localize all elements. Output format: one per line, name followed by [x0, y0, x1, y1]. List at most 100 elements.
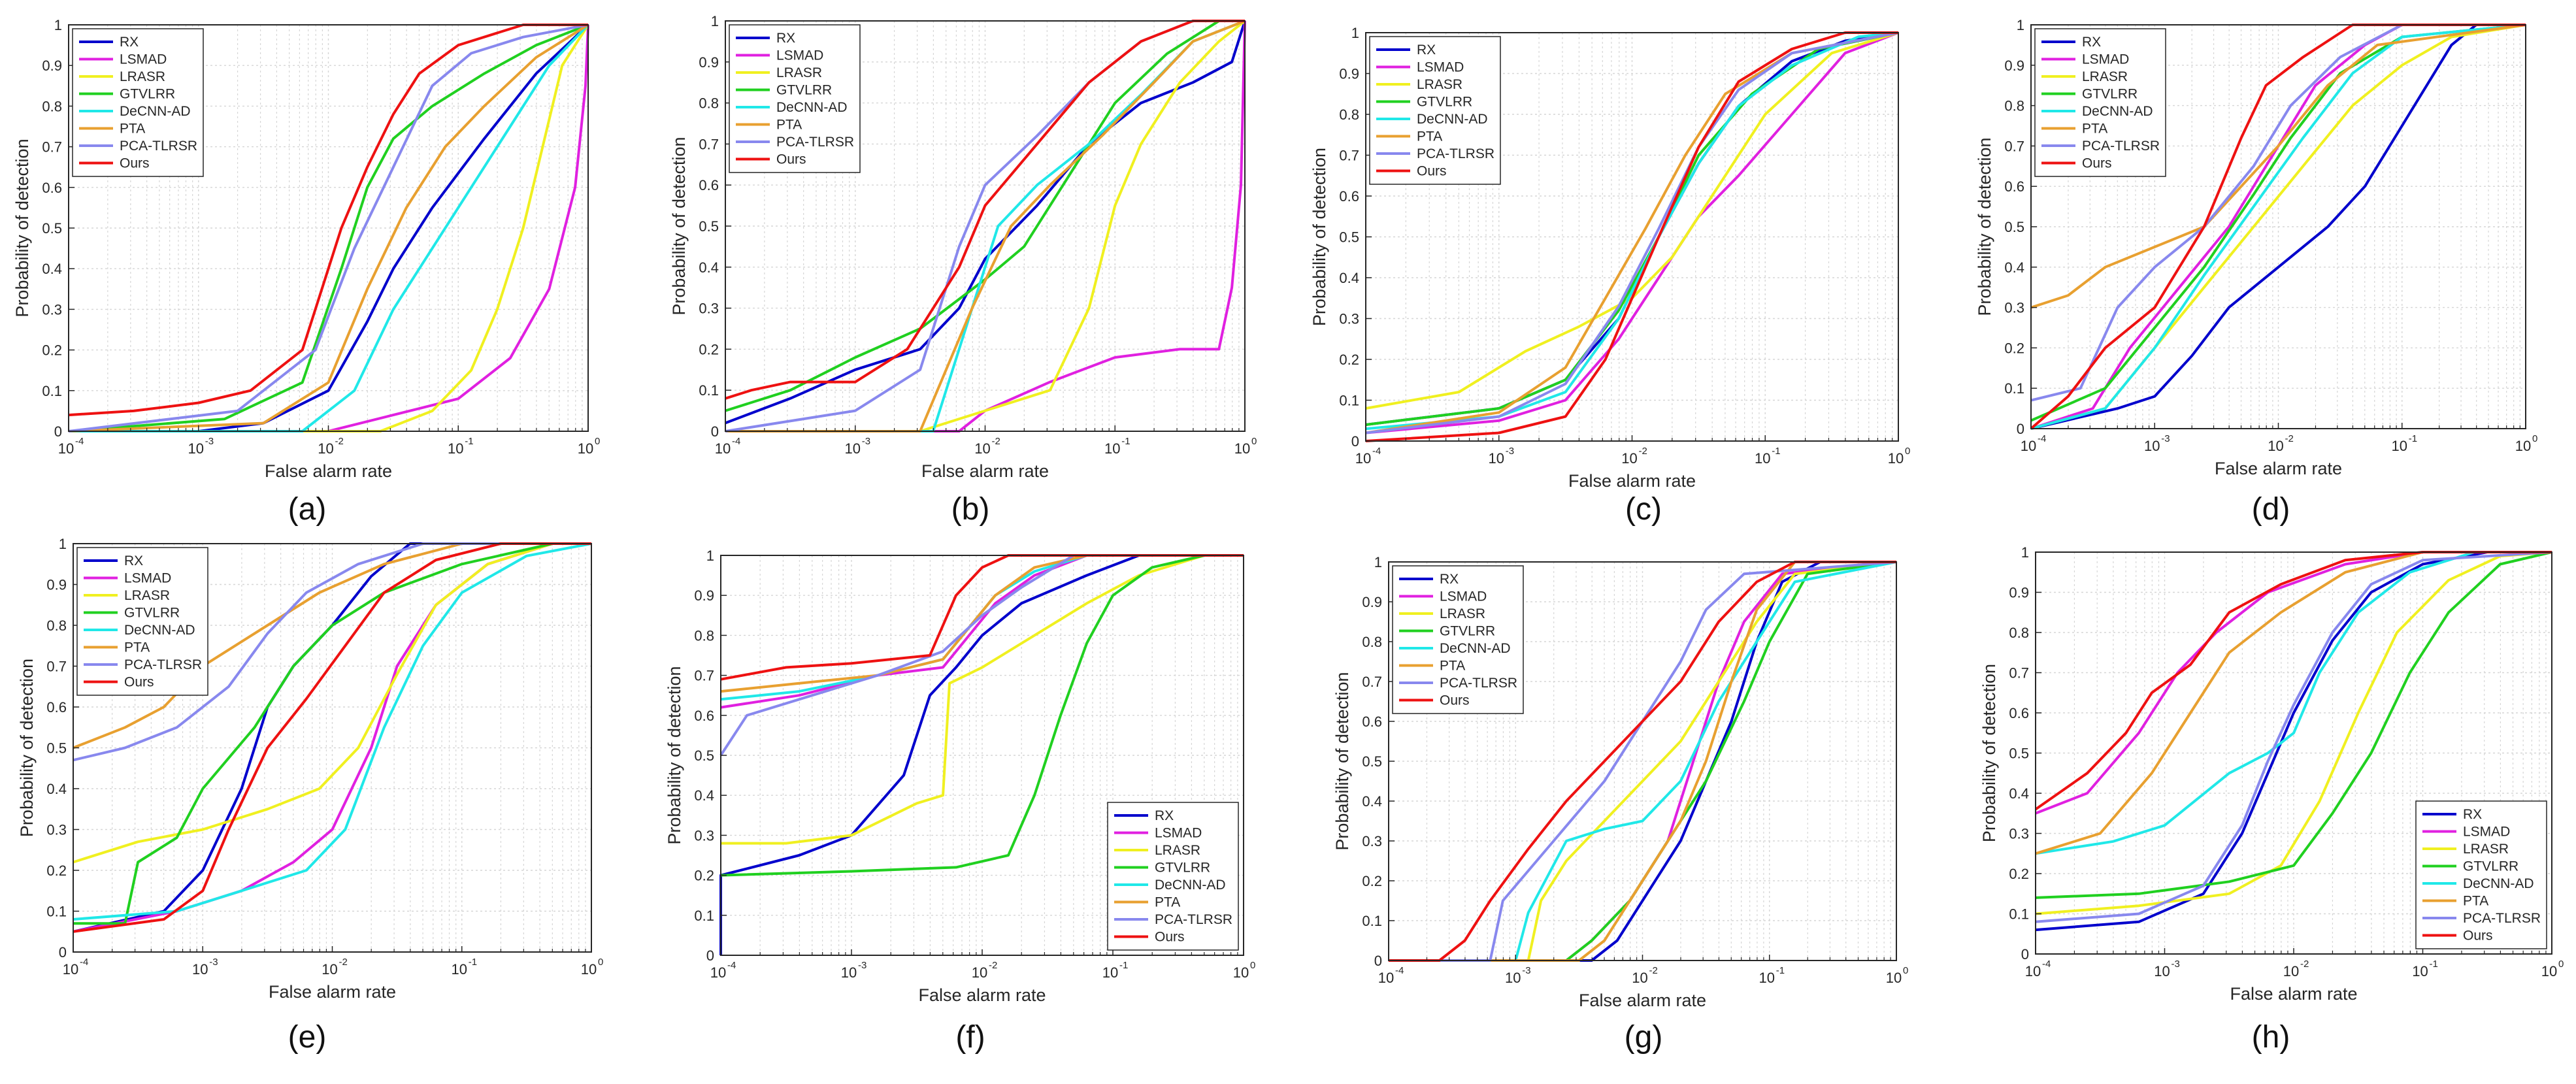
y-tick-label: 0.3	[1362, 833, 1382, 849]
legend-label-decnn-ad: DeCNN-AD	[1155, 878, 1226, 893]
y-tick-label: 0.6	[699, 177, 719, 193]
series-line-ours	[73, 542, 591, 933]
y-tick-label: 0.6	[694, 708, 714, 724]
x-tick-exponent: -2	[1649, 965, 1658, 976]
x-tick-exponent: 0	[1250, 960, 1255, 971]
y-tick-label: 0.2	[2009, 866, 2029, 882]
y-tick-label: 0.8	[2004, 98, 2024, 114]
series-line-pta	[1389, 561, 1896, 962]
series-line-pta	[2030, 24, 2526, 309]
legend-label-decnn-ad: DeCNN-AD	[2463, 876, 2534, 891]
legend-box	[729, 24, 861, 173]
series-line-gtvlrr	[725, 20, 1245, 412]
y-tick-label: 0.7	[694, 668, 714, 684]
x-tick-exponent: -4	[2042, 959, 2051, 970]
series-line-rx	[2030, 24, 2526, 430]
y-tick-label: 1	[2021, 544, 2029, 561]
legend-box	[1369, 36, 1501, 185]
series-line-pca-tlrsr	[2035, 551, 2552, 923]
legend-label-lsmad: LSMAD	[1417, 60, 1464, 75]
series-line-lrasr	[73, 542, 591, 864]
series-line-lsmad	[2035, 551, 2552, 815]
x-tick-exponent: 0	[598, 957, 603, 968]
x-tick-label: 10	[2144, 438, 2160, 454]
x-tick-label: 10	[715, 440, 731, 457]
x-tick-exponent: -1	[2409, 433, 2417, 444]
x-tick-label: 10	[1233, 964, 1249, 981]
series-line-ours	[1389, 561, 1896, 962]
y-tick-label: 0.2	[42, 342, 62, 359]
x-tick-label: 10	[2283, 963, 2299, 979]
legend-label-pta: PTA	[1417, 129, 1442, 144]
x-tick-label: 10	[1755, 450, 1770, 467]
x-tick-exponent: 0	[595, 436, 600, 447]
y-tick-label: 0.2	[46, 862, 67, 879]
legend-label-gtvlrr: GTVLRR	[120, 87, 175, 102]
series-line-pta	[73, 542, 591, 749]
y-tick-label: 0.2	[2004, 340, 2024, 356]
legend: RX LSMAD LRASR GTVLRR DeCNN-AD PTA PCA-TLRSR Ou…	[1369, 36, 1501, 185]
panel-caption: (h)	[2252, 1020, 2290, 1055]
y-tick-label: 0.1	[699, 382, 719, 399]
legend-label-pca-tlrsr: PCA-TLRSR	[124, 657, 202, 672]
series-line-lrasr	[721, 554, 1244, 845]
legend-label-pta: PTA	[2082, 122, 2107, 137]
series-line-rx	[725, 20, 1246, 425]
legend-label-lsmad: LSMAD	[776, 48, 823, 63]
x-tick-label: 10	[58, 440, 74, 457]
y-tick-label: 1	[54, 17, 62, 33]
legend-label-gtvlrr: GTVLRR	[2082, 87, 2138, 102]
legend-label-gtvlrr: GTVLRR	[1417, 95, 1472, 110]
x-tick-label: 10	[2541, 963, 2557, 979]
x-tick-label: 10	[2021, 438, 2036, 454]
series-line-gtvlrr	[2030, 24, 2526, 422]
series-line-rx	[719, 554, 1244, 955]
y-tick-label: 0.2	[694, 868, 714, 884]
legend-label-rx: RX	[1440, 572, 1459, 587]
series-line-gtvlrr	[720, 554, 1244, 877]
legend-label-gtvlrr: GTVLRR	[1440, 624, 1495, 639]
x-tick-exponent: 0	[1251, 436, 1257, 447]
x-tick-exponent: -3	[862, 436, 870, 447]
legend-label-decnn-ad: DeCNN-AD	[1417, 112, 1488, 127]
legend: RX LSMAD LRASR GTVLRR DeCNN-AD PTA PCA-TLRSR Ou…	[76, 547, 208, 696]
legend: RX LSMAD LRASR GTVLRR DeCNN-AD PTA PCA-TLRSR Ou…	[2034, 28, 2166, 177]
y-tick-label: 0.9	[46, 577, 67, 593]
series-line-ours	[2034, 551, 2552, 811]
legend: RX LSMAD LRASR GTVLRR DeCNN-AD PTA PCA-TLRSR Ou…	[1392, 565, 1524, 714]
x-tick-exponent: -3	[2161, 433, 2170, 444]
y-tick-label: 0.8	[46, 617, 67, 634]
x-tick-label: 10	[63, 961, 78, 977]
panel-caption: (f)	[955, 1020, 985, 1055]
legend-label-rx: RX	[120, 35, 139, 50]
x-tick-exponent: -1	[1776, 965, 1785, 976]
legend-label-gtvlrr: GTVLRR	[124, 606, 180, 621]
x-tick-exponent: -3	[1522, 965, 1530, 976]
y-tick-label: 0	[1374, 953, 1382, 969]
y-tick-label: 0	[2017, 421, 2024, 437]
x-tick-label: 10	[322, 961, 337, 977]
y-tick-label: 0.9	[1362, 594, 1382, 610]
x-tick-label: 10	[188, 440, 204, 457]
y-tick-label: 0.9	[42, 57, 62, 74]
x-tick-label: 10	[2025, 963, 2041, 979]
series-line-pta	[2035, 551, 2552, 855]
y-tick-label: 0.3	[2004, 300, 2024, 316]
series-line-lrasr	[69, 24, 589, 433]
legend-label-pca-tlrsr: PCA-TLRSR	[2082, 139, 2160, 154]
legend-label-lsmad: LSMAD	[2082, 52, 2129, 67]
y-tick-label: 1	[711, 13, 719, 29]
series-line-pta	[725, 20, 1246, 433]
x-tick-exponent: 0	[1903, 965, 1908, 976]
y-tick-label: 0.9	[694, 587, 714, 604]
y-tick-label: 0	[711, 423, 719, 440]
series-line-decnn-ad	[73, 542, 592, 921]
y-tick-label: 0.6	[1339, 188, 1359, 205]
y-axis-label: Probability of detection	[669, 137, 689, 315]
